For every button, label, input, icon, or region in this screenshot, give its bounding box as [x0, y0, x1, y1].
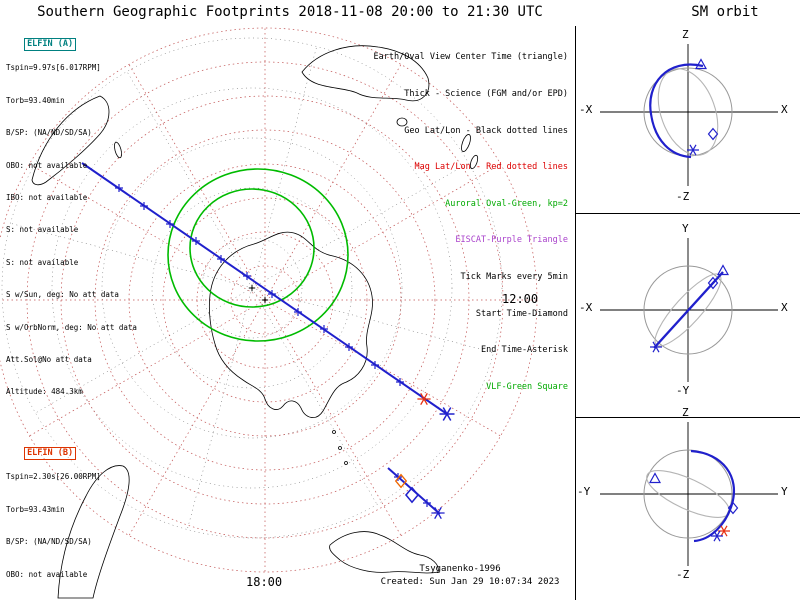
legend-item: VLF-Green Square — [486, 381, 568, 392]
panel3-axis-bottom: -Z — [676, 568, 690, 581]
elfin-a-info-line: S: not available — [6, 225, 79, 235]
legend-item: Geo Lat/Lon - Black dotted lines — [404, 125, 568, 136]
plot-title: Southern Geographic Footprints 2018-11-0… — [37, 4, 543, 20]
elfin-a-info-line: Altitude: 484.3km — [6, 387, 83, 397]
panel3-axis-right: Y — [781, 485, 788, 498]
elfin-b-info-line: OBO: not available — [6, 569, 88, 579]
elfin-a-info-line: S w/OrbNorm, deg: No att data — [6, 322, 137, 332]
elfin-a-info-line: OBO: not available — [6, 160, 88, 170]
elfin-a-info-line: B/SP: (NA/ND/SD/SA) — [6, 128, 92, 138]
elfin-a-track — [81, 162, 456, 422]
panel2-axis-top: Y — [682, 222, 689, 235]
sm-orbit-title: SM orbit — [691, 4, 759, 20]
legend-item: Start Time-Diamond — [475, 308, 568, 319]
field-model-label: Tsyganenko-1996 — [419, 564, 501, 574]
panel2-axis-bottom: -Y — [676, 384, 690, 397]
legend-item: Tick Marks every 5min — [460, 272, 568, 283]
elfin-b-track — [387, 467, 446, 520]
sm-orbit-panel-yz — [600, 422, 778, 566]
panel2-axis-left: -X — [579, 301, 593, 314]
legend-item: Thick - Science (FGM and/or EPD) — [404, 89, 568, 100]
panel1-axis-top: Z — [682, 28, 689, 41]
local-time-label-12: 12:00 — [502, 292, 539, 306]
panel1-axis-right: X — [781, 103, 788, 116]
elfin-b-info-line: Tspin=2.30s[26.00RPM] — [6, 472, 101, 482]
sm-orbit-panel-xz — [600, 44, 778, 186]
elfin-b-label: ELFIN (B) — [24, 446, 77, 460]
panel1-axis-bottom: -Z — [676, 190, 690, 203]
elfin-a-label: ELFIN (A) — [24, 37, 77, 51]
elfin-b-info: ELFIN (B) Tspin=2.30s[26.00RPM] Torb=93.… — [6, 436, 137, 600]
map-legend: Earth/Oval View Center Time (triangle) T… — [374, 27, 568, 418]
legend-item: EISCAT-Purple Triangle — [455, 235, 568, 246]
panel2-axis-right: X — [781, 301, 788, 314]
coastlines — [31, 45, 479, 599]
panel3-axis-left: -Y — [577, 485, 591, 498]
legend-item: End Time-Asterisk — [481, 345, 568, 356]
elfin-a-info-line: Torb=93.40min — [6, 95, 65, 105]
legend-item: Mag Lat/Lon - Red dotted lines — [414, 162, 568, 173]
panel3-axis-top: Z — [682, 406, 689, 419]
elfin-b-info-line: Torb=93.43min — [6, 504, 65, 514]
panel1-axis-left: -X — [579, 103, 593, 116]
panel-separators — [575, 26, 800, 600]
elfin-a-info-line: S w/Sun, deg: No att data — [6, 290, 119, 300]
sm-orbit-panel-xy — [600, 238, 778, 382]
elfin-b-info-line: B/SP: (NA/ND/SD/SA) — [6, 537, 92, 547]
created-timestamp: Created: Sun Jan 29 10:07:34 2023 — [380, 577, 560, 587]
local-time-label-18: 18:00 — [246, 575, 283, 589]
elfin-a-info: ELFIN (A) Tspin=9.97s[6.017RPM] Torb=93.… — [6, 27, 137, 420]
elfin-a-info-line: Att.Sol@No att data — [6, 354, 92, 364]
auroral-oval — [167, 168, 349, 342]
mag-lat-lon-grid — [0, 27, 538, 573]
elfin-a-info-line: Tspin=9.97s[6.017RPM] — [6, 63, 101, 73]
legend-item: Earth/Oval View Center Time (triangle) — [373, 52, 568, 63]
elfin-a-info-line: IBO: not available — [6, 192, 88, 202]
legend-item: Auroral Oval-Green, kp=2 — [445, 198, 568, 209]
elfin-a-info-line: S: not available — [6, 257, 79, 267]
geo-lat-lon-grid — [1, 37, 503, 539]
